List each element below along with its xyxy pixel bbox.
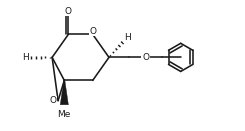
- Text: O: O: [142, 53, 149, 62]
- Text: O: O: [65, 7, 72, 16]
- Text: Me: Me: [58, 110, 71, 119]
- Text: O: O: [50, 96, 57, 105]
- Polygon shape: [60, 80, 68, 105]
- Text: H: H: [22, 53, 28, 62]
- Text: O: O: [89, 27, 96, 36]
- Text: H: H: [124, 33, 131, 42]
